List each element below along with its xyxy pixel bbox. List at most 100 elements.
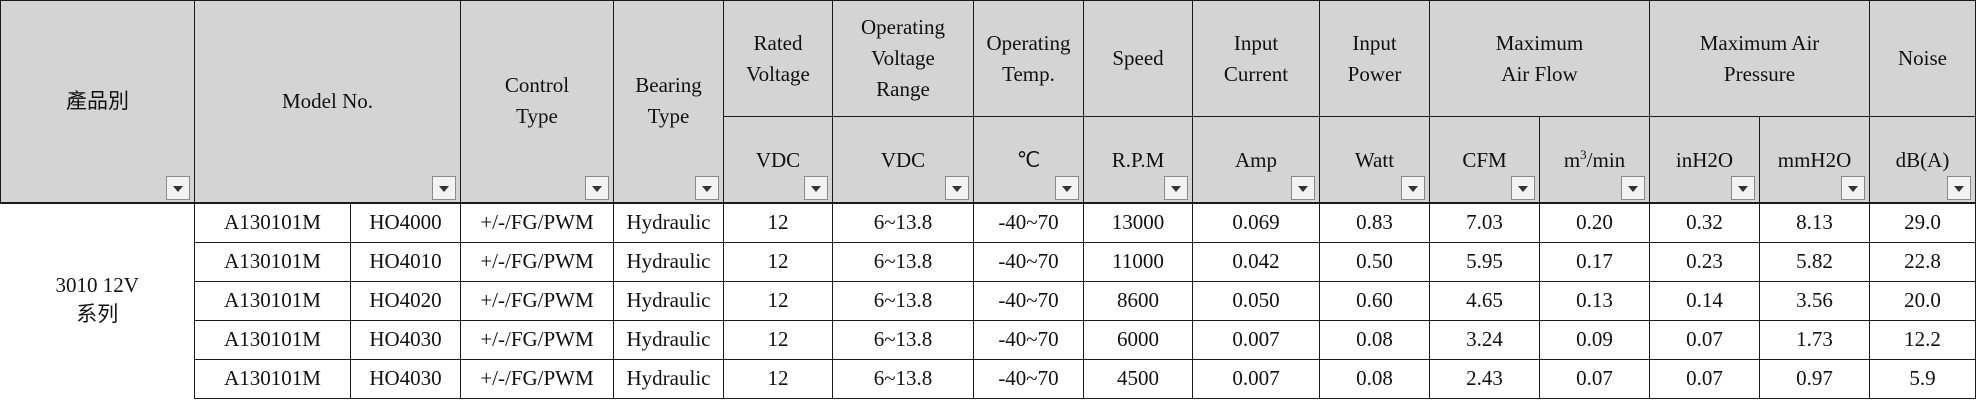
header-noise: Noise xyxy=(1869,0,1976,117)
header-operating-temp-label: Operating Temp. xyxy=(986,30,1071,86)
header-max-air-flow: Maximum Air Flow xyxy=(1429,0,1650,117)
header-max-air-pressure: Maximum Air Pressure xyxy=(1649,0,1870,117)
cell-model: A130101M xyxy=(194,358,351,399)
header-model-no: Model No. xyxy=(194,0,461,203)
unit-noise: dB(A) xyxy=(1869,116,1976,203)
fan-spec-table: 產品別 Model No. Control Type Bearing Type … xyxy=(0,0,1976,399)
cell-inh2o: 0.23 xyxy=(1649,241,1760,282)
header-category-label: 產品別 xyxy=(66,88,129,113)
filter-dropdown-icon[interactable] xyxy=(166,175,190,200)
cell-range: 6~13.8 xyxy=(832,241,974,282)
filter-dropdown-icon[interactable] xyxy=(1947,175,1971,200)
cell-control: +/-/FG/PWM xyxy=(460,280,614,321)
header-operating-temp: Operating Temp. xyxy=(973,0,1084,117)
cell-power: 0.50 xyxy=(1319,241,1430,282)
header-control-type: Control Type xyxy=(460,0,614,203)
cell-bearing: Hydraulic xyxy=(613,280,724,321)
cell-m3: 0.17 xyxy=(1539,241,1650,282)
unit-air-flow-m3: m3/min xyxy=(1539,116,1650,203)
cell-noise: 12.2 xyxy=(1869,319,1976,360)
filter-dropdown-icon[interactable] xyxy=(1401,175,1425,200)
header-input-power: Input Power xyxy=(1319,0,1430,117)
cell-control: +/-/FG/PWM xyxy=(460,358,614,399)
table-row: A130101M HO4010 +/-/FG/PWM Hydraulic 12 … xyxy=(1,241,1976,282)
cell-bearing: Hydraulic xyxy=(613,319,724,360)
cell-range: 6~13.8 xyxy=(832,201,974,243)
cell-inh2o: 0.32 xyxy=(1649,201,1760,243)
cell-mmh2o: 0.97 xyxy=(1759,358,1870,399)
cell-bearing: Hydraulic xyxy=(613,201,724,243)
cell-speed: 4500 xyxy=(1083,358,1193,399)
cell-code: HO4030 xyxy=(350,358,461,399)
header-operating-voltage-range-label: Operating Voltage Range xyxy=(861,15,945,101)
unit-label: CFM xyxy=(1462,148,1507,172)
cell-power: 0.08 xyxy=(1319,358,1430,399)
unit-label: VDC xyxy=(755,148,801,172)
filter-dropdown-icon[interactable] xyxy=(1841,175,1865,200)
unit-label-m: m xyxy=(1563,148,1581,172)
header-input-current: Input Current xyxy=(1192,0,1320,117)
filter-dropdown-icon[interactable] xyxy=(945,175,969,200)
filter-dropdown-icon[interactable] xyxy=(1055,175,1079,200)
cell-noise: 5.9 xyxy=(1869,358,1976,399)
unit-label: ℃ xyxy=(1016,148,1041,172)
header-max-air-flow-label: Maximum Air Flow xyxy=(1495,30,1584,86)
cell-range: 6~13.8 xyxy=(832,319,974,360)
unit-input-current: Amp xyxy=(1192,116,1320,203)
cell-inh2o: 0.14 xyxy=(1649,280,1760,321)
cell-mmh2o: 5.82 xyxy=(1759,241,1870,282)
filter-dropdown-icon[interactable] xyxy=(1731,175,1755,200)
unit-label: Amp xyxy=(1235,148,1277,172)
cell-code: HO4000 xyxy=(350,201,461,243)
unit-pressure-inh2o: inH2O xyxy=(1649,116,1760,203)
cell-code: HO4020 xyxy=(350,280,461,321)
unit-operating-voltage-range: VDC xyxy=(832,116,974,203)
unit-speed: R.P.M xyxy=(1083,116,1193,203)
cell-m3: 0.20 xyxy=(1539,201,1650,243)
cell-cfm: 3.24 xyxy=(1429,319,1540,360)
cell-power: 0.83 xyxy=(1319,201,1430,243)
cell-temp: -40~70 xyxy=(973,241,1084,282)
cell-cfm: 7.03 xyxy=(1429,201,1540,243)
filter-dropdown-icon[interactable] xyxy=(1164,175,1188,200)
unit-rated-voltage: VDC xyxy=(723,116,833,203)
cell-mmh2o: 8.13 xyxy=(1759,201,1870,243)
filter-dropdown-icon[interactable] xyxy=(804,175,828,200)
unit-input-power: Watt xyxy=(1319,116,1430,203)
cell-speed: 8600 xyxy=(1083,280,1193,321)
header-speed-label: Speed xyxy=(1112,46,1164,70)
cell-speed: 13000 xyxy=(1083,201,1193,243)
cell-m3: 0.07 xyxy=(1539,358,1650,399)
cell-current: 0.069 xyxy=(1192,201,1320,243)
cell-current: 0.042 xyxy=(1192,241,1320,282)
header-input-power-label: Input Power xyxy=(1347,30,1402,86)
unit-label: inH2O xyxy=(1675,148,1734,172)
filter-dropdown-icon[interactable] xyxy=(1291,175,1315,200)
cell-control: +/-/FG/PWM xyxy=(460,241,614,282)
cell-bearing: Hydraulic xyxy=(613,241,724,282)
cell-power: 0.08 xyxy=(1319,319,1430,360)
filter-dropdown-icon[interactable] xyxy=(432,175,456,200)
cell-code: HO4030 xyxy=(350,319,461,360)
cell-mmh2o: 1.73 xyxy=(1759,319,1870,360)
header-model-no-label: Model No. xyxy=(282,88,373,113)
header-speed: Speed xyxy=(1083,0,1193,117)
header-rated-voltage-label: Rated Voltage xyxy=(746,30,810,86)
cell-noise: 22.8 xyxy=(1869,241,1976,282)
filter-dropdown-icon[interactable] xyxy=(1511,175,1535,200)
header-category: 產品別 xyxy=(0,0,195,203)
cell-rated: 12 xyxy=(723,358,833,399)
unit-label: dB(A) xyxy=(1895,148,1950,172)
unit-operating-temp: ℃ xyxy=(973,116,1084,203)
filter-dropdown-icon[interactable] xyxy=(1621,175,1645,200)
filter-dropdown-icon[interactable] xyxy=(585,175,609,200)
header-control-type-label: Control Type xyxy=(504,73,570,129)
filter-dropdown-icon[interactable] xyxy=(695,175,719,200)
cell-control: +/-/FG/PWM xyxy=(460,319,614,360)
cell-rated: 12 xyxy=(723,241,833,282)
cell-speed: 11000 xyxy=(1083,241,1193,282)
cell-current: 0.007 xyxy=(1192,319,1320,360)
cell-current: 0.007 xyxy=(1192,358,1320,399)
cell-temp: -40~70 xyxy=(973,358,1084,399)
cell-speed: 6000 xyxy=(1083,319,1193,360)
